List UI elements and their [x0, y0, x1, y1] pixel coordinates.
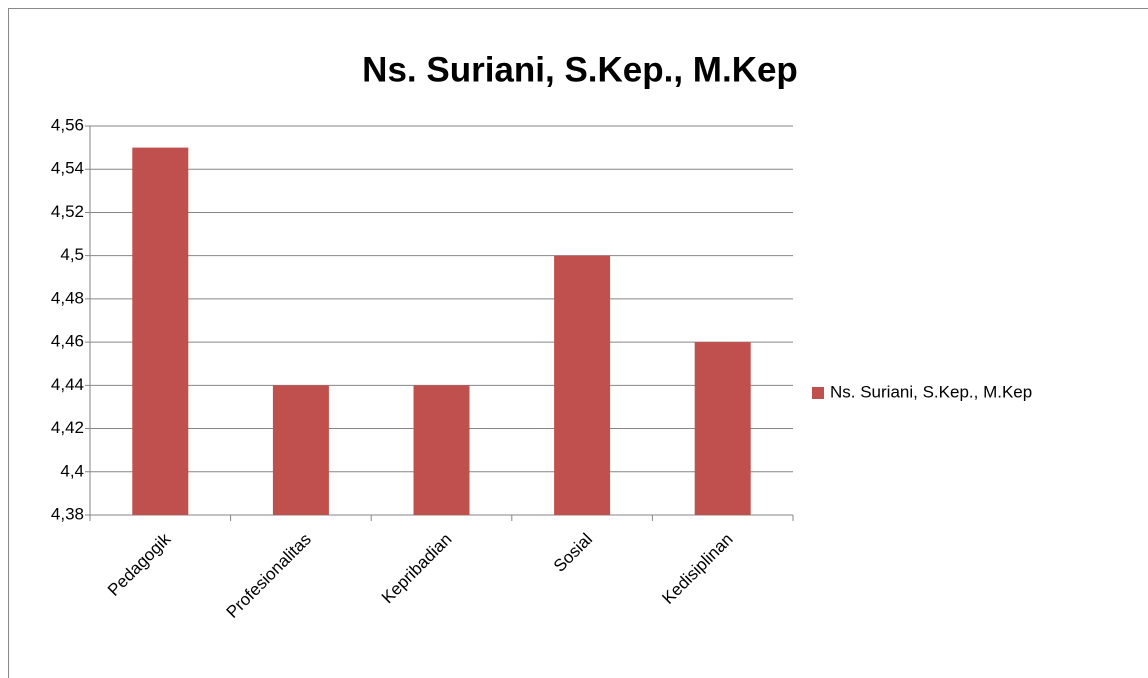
- bar: [694, 342, 751, 515]
- legend-marker: [812, 387, 824, 399]
- y-tick-label: 4,38: [51, 504, 84, 523]
- bar: [413, 385, 470, 515]
- chart-title: Ns. Suriani, S.Kep., M.Kep: [362, 50, 798, 89]
- y-tick-label: 4,46: [51, 332, 84, 351]
- bar: [272, 385, 329, 515]
- y-tick-label: 4,54: [51, 159, 84, 178]
- y-tick-label: 4,48: [51, 288, 84, 307]
- y-tick-label: 4,56: [51, 115, 84, 134]
- y-tick-label: 4,4: [60, 461, 84, 480]
- y-tick-label: 4,5: [60, 245, 84, 264]
- bar: [132, 147, 189, 515]
- bar: [554, 255, 611, 515]
- y-tick-label: 4,44: [51, 375, 84, 394]
- y-tick-label: 4,42: [51, 418, 84, 437]
- legend-label: Ns. Suriani, S.Kep., M.Kep: [830, 382, 1032, 401]
- y-tick-label: 4,52: [51, 202, 84, 221]
